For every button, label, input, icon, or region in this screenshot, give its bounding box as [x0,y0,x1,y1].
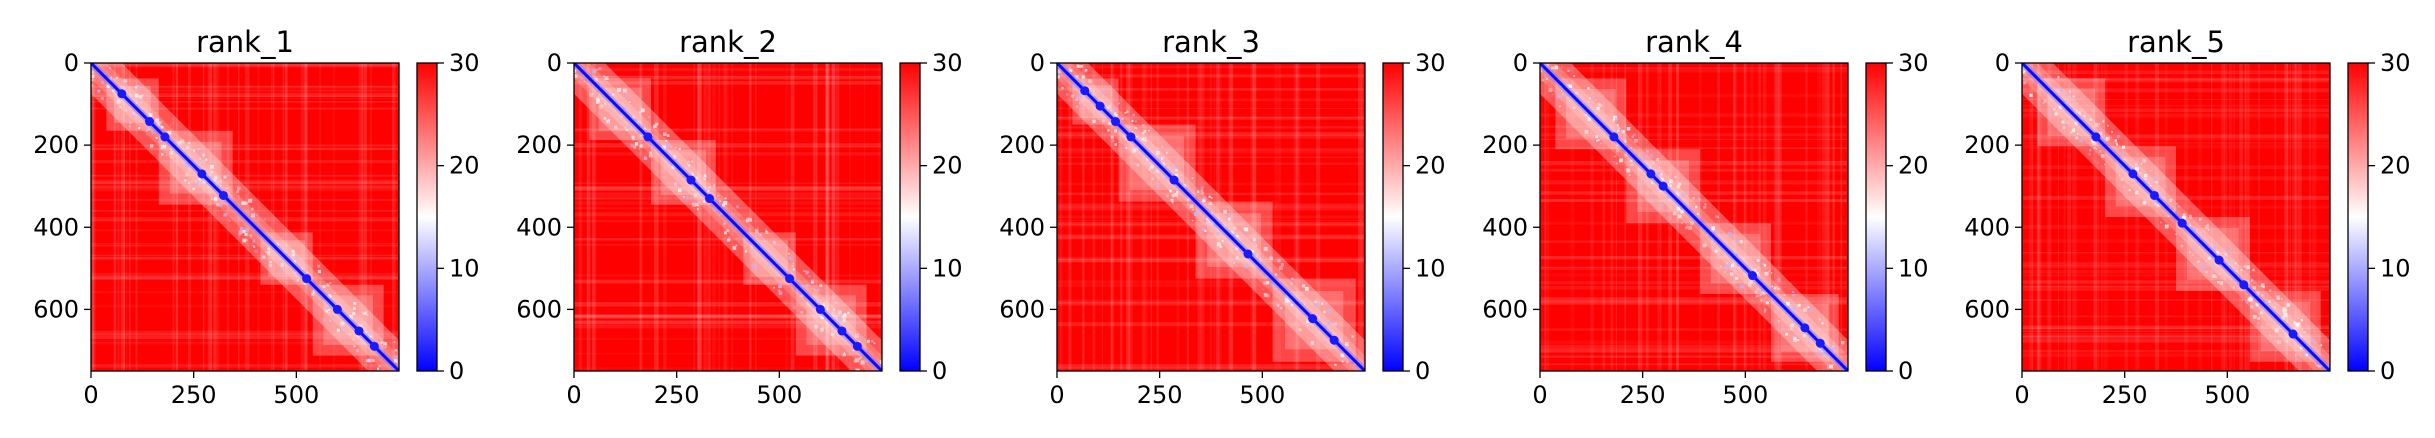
colorbar-tick-label: 10 [1898,254,1929,282]
chart-title: rank_2 [679,25,777,59]
x-tick-label: 0 [2014,381,2029,409]
y-tick-label: 0 [1995,49,2010,77]
colorbar-tick-label: 0 [449,357,464,385]
heatmap-image [91,63,399,371]
heatmap-image [1057,63,1365,371]
colorbar-tick-label: 0 [1898,357,1913,385]
y-tick-label: 0 [1030,49,1045,77]
x-tick-label: 500 [756,381,802,409]
x-tick-label: 500 [273,381,319,409]
y-tick-label: 400 [1964,213,2010,241]
x-tick-label: 500 [1722,381,1768,409]
y-tick-label: 200 [1964,131,2010,159]
y-tick-label: 0 [64,49,79,77]
colorbar-tick-label: 20 [449,152,480,180]
colorbar-tick-label: 10 [1415,254,1446,282]
x-tick-label: 250 [1620,381,1666,409]
colorbar [1382,62,1404,372]
y-tick-label: 200 [516,131,562,159]
colorbar-tick-label: 10 [2380,254,2411,282]
axes-frame [1539,62,1849,372]
colorbar-tick-label: 30 [2380,49,2411,77]
colorbar [1865,62,1887,372]
colorbar-tick-label: 30 [1415,49,1446,77]
x-tick-label: 250 [1137,381,1183,409]
colorbar-tick-label: 30 [449,49,480,77]
colorbar-tick-label: 20 [1898,152,1929,180]
heatmap-panel-2: rank_2 0 250 500 0 200 400 600 0 10 20 30 [516,25,962,409]
heatmap-panel-4: rank_4 0 250 500 0 200 400 600 0 10 20 30 [1482,25,1928,409]
y-tick-label: 400 [999,213,1045,241]
y-tick-label: 400 [1482,213,1528,241]
x-tick-label: 0 [83,381,98,409]
y-tick-label: 0 [547,49,562,77]
colorbar-tick-label: 10 [449,254,480,282]
x-tick-label: 250 [2102,381,2148,409]
axes-frame [1056,62,1366,372]
colorbar-tick-label: 0 [1415,357,1430,385]
chart-title: rank_4 [1645,25,1743,59]
heatmap-panel-5: rank_5 0 250 500 0 200 400 600 0 10 20 30 [1964,25,2410,409]
colorbar-tick-label: 0 [932,357,947,385]
x-tick-label: 500 [2204,381,2250,409]
x-tick-label: 0 [1049,381,1064,409]
heatmap-image [574,63,882,371]
axes-frame [90,62,400,372]
colorbar [2347,62,2369,372]
y-tick-label: 0 [1513,49,1528,77]
y-tick-label: 200 [1482,131,1528,159]
y-tick-label: 600 [1964,295,2010,323]
axes-frame [2021,62,2331,372]
chart-title: rank_1 [196,25,294,59]
y-tick-label: 200 [999,131,1045,159]
x-tick-label: 0 [1532,381,1547,409]
y-tick-label: 600 [33,295,79,323]
x-tick-label: 500 [1239,381,1285,409]
x-tick-label: 250 [654,381,700,409]
chart-title: rank_3 [1162,25,1260,59]
y-tick-label: 600 [516,295,562,323]
heatmap-panel-3: rank_3 0 250 500 0 200 400 600 0 10 20 30 [999,25,1445,409]
colorbar-tick-label: 20 [2380,152,2411,180]
colorbar-tick-label: 0 [2380,357,2395,385]
heatmap-image [2022,63,2330,371]
y-tick-label: 400 [516,213,562,241]
x-tick-label: 250 [171,381,217,409]
heatmap-panel-1: rank_1 0 250 500 0 200 400 600 0 10 20 30 [33,25,479,409]
colorbar [416,62,438,372]
colorbar-tick-label: 20 [932,152,963,180]
colorbar-tick-label: 30 [932,49,963,77]
colorbar-tick-label: 30 [1898,49,1929,77]
colorbar-tick-label: 20 [1415,152,1446,180]
y-tick-label: 200 [33,131,79,159]
chart-title: rank_5 [2127,25,2225,59]
x-tick-label: 0 [566,381,581,409]
y-tick-label: 400 [33,213,79,241]
heatmap-image [1540,63,1848,371]
colorbar-tick-label: 10 [932,254,963,282]
y-tick-label: 600 [999,295,1045,323]
axes-frame [573,62,883,372]
colorbar [899,62,921,372]
y-tick-label: 600 [1482,295,1528,323]
